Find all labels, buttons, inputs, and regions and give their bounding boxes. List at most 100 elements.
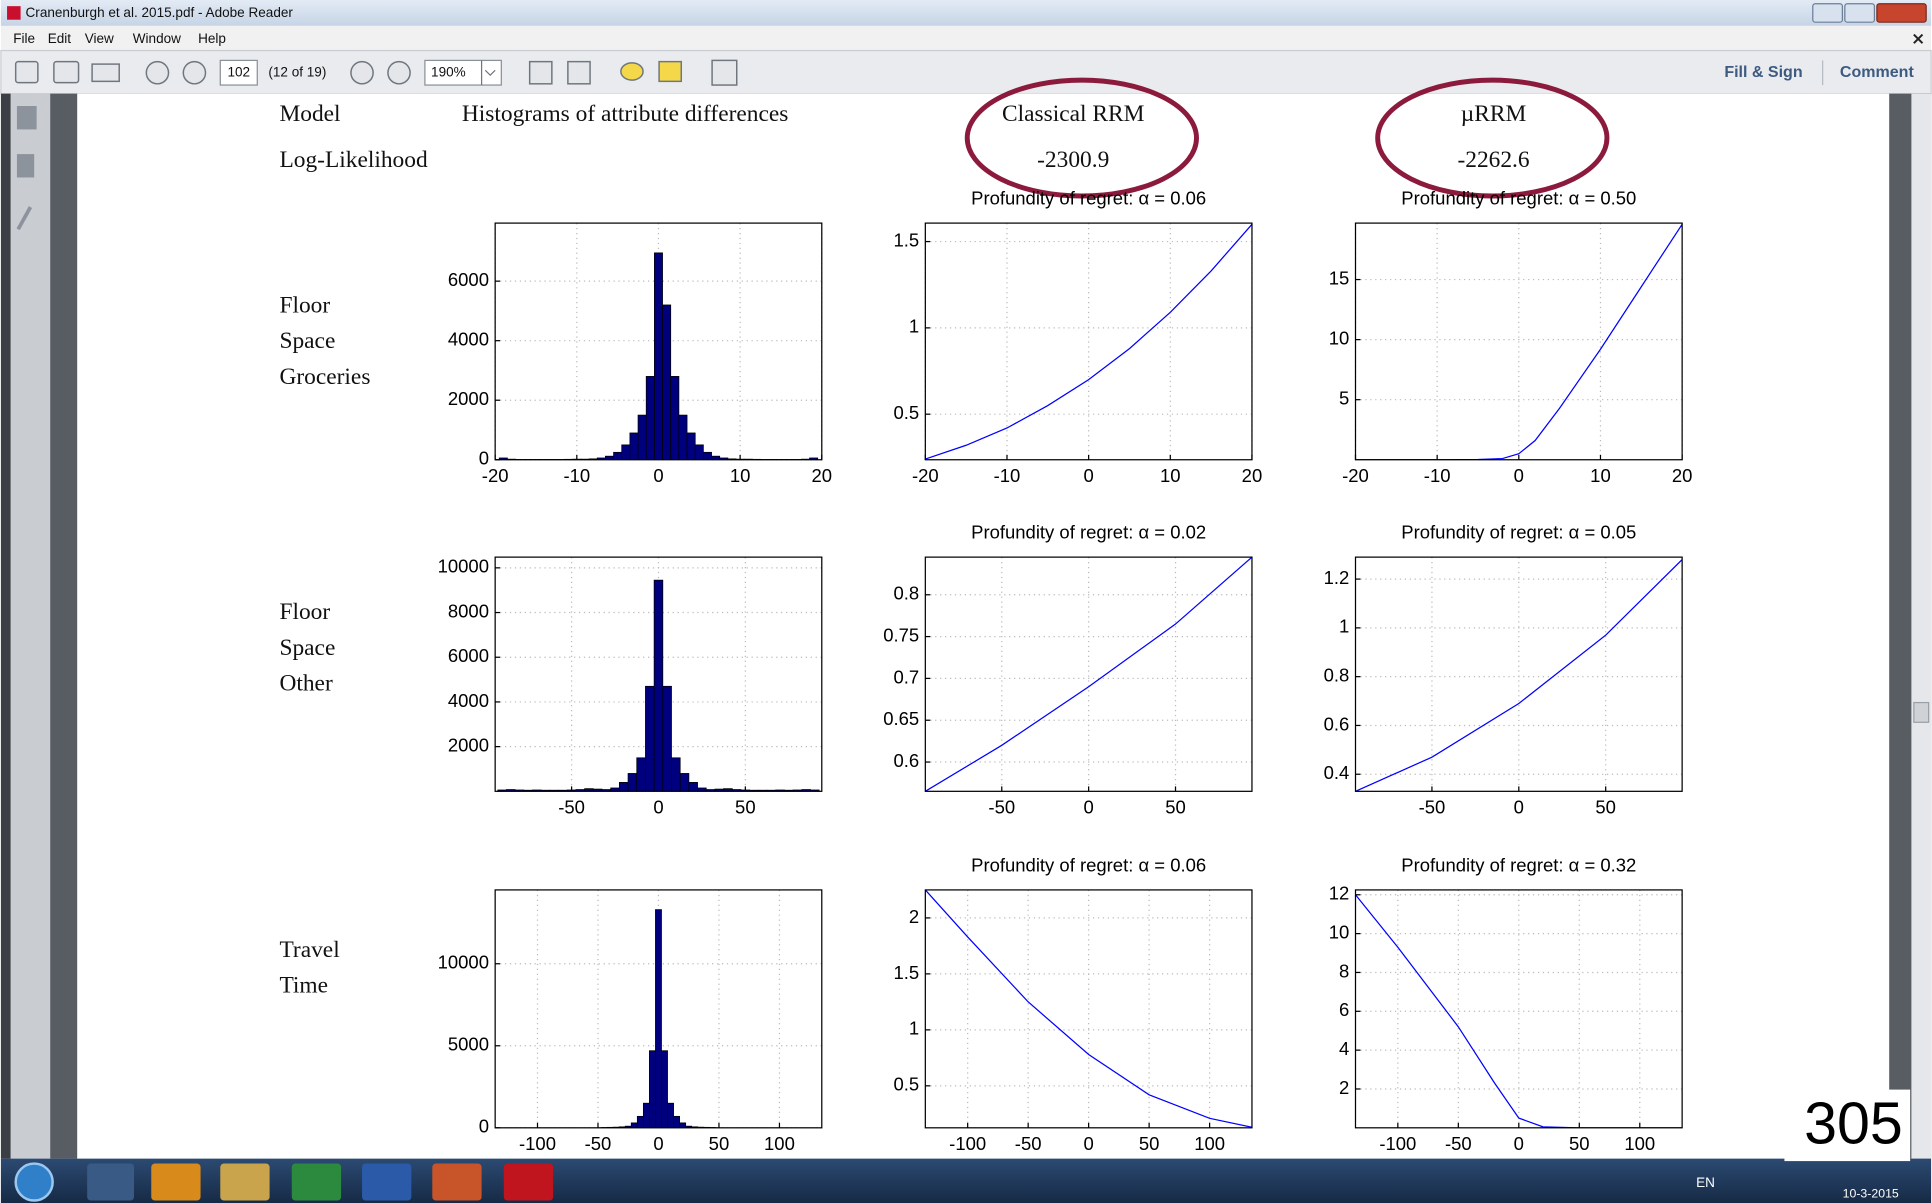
clock-date[interactable]: 10-3-2015 bbox=[1843, 1187, 1899, 1201]
x-tick-label: 20 bbox=[812, 465, 833, 486]
scroll-thumb[interactable] bbox=[1914, 703, 1929, 723]
bookmarks-icon[interactable] bbox=[17, 154, 34, 177]
start-button[interactable] bbox=[16, 1164, 53, 1201]
y-tick-label: 0.8 bbox=[893, 583, 919, 604]
histogram-bar bbox=[695, 445, 703, 460]
language-indicator[interactable]: EN bbox=[1696, 1175, 1715, 1190]
print-icon[interactable] bbox=[54, 62, 79, 83]
x-tick-label: -50 bbox=[988, 796, 1015, 817]
x-tick-label: 0 bbox=[653, 465, 663, 486]
histogram-bar bbox=[672, 758, 681, 792]
classical-heading: Classical RRM bbox=[1002, 101, 1145, 127]
x-tick-label: 0 bbox=[1514, 1133, 1524, 1154]
x-tick-label: 50 bbox=[1569, 1133, 1590, 1154]
menu-item[interactable]: Edit bbox=[48, 31, 72, 46]
x-tick-label: -20 bbox=[1342, 465, 1369, 486]
x-tick-label: -10 bbox=[994, 465, 1021, 486]
y-tick-label: 0.7 bbox=[893, 666, 919, 687]
email-icon[interactable] bbox=[92, 64, 119, 81]
body: { "window": {"title": "Cranenburgh et al… bbox=[0, 0, 1932, 1203]
x-tick-label: -20 bbox=[912, 465, 939, 486]
x-tick-label: 0 bbox=[1084, 1133, 1094, 1154]
chart-title: Profundity of regret: α = 0.05 bbox=[1401, 522, 1636, 543]
navigation-pane bbox=[11, 94, 50, 1159]
y-tick-label: 8 bbox=[1339, 960, 1349, 981]
zoom-value: 190% bbox=[431, 64, 466, 79]
y-tick-label: 0.5 bbox=[893, 1074, 919, 1095]
histogram-bar bbox=[637, 758, 646, 792]
fit-page-icon[interactable] bbox=[530, 62, 552, 84]
x-tick-label: 50 bbox=[709, 1133, 730, 1154]
histogram-bar bbox=[654, 580, 663, 791]
y-tick-label: 15 bbox=[1329, 267, 1350, 288]
outlook-app[interactable] bbox=[151, 1164, 200, 1201]
histogram-bar bbox=[622, 445, 630, 460]
chart-title: Profundity of regret: α = 0.50 bbox=[1401, 188, 1636, 209]
y-tick-label: 2 bbox=[1339, 1077, 1349, 1098]
powerpoint-app[interactable] bbox=[432, 1164, 481, 1201]
x-tick-label: -10 bbox=[1424, 465, 1451, 486]
histogram-bar bbox=[679, 415, 687, 460]
row-label: Space bbox=[279, 328, 335, 354]
histogram-bar bbox=[638, 415, 646, 460]
x-tick-label: 10 bbox=[730, 465, 751, 486]
y-tick-label: 1.2 bbox=[1324, 567, 1350, 588]
zoom-out-icon[interactable] bbox=[351, 62, 373, 84]
maximize-button[interactable] bbox=[1845, 4, 1875, 22]
ie-app[interactable] bbox=[87, 1164, 134, 1201]
x-tick-label: 0 bbox=[1084, 465, 1094, 486]
next-page-icon[interactable] bbox=[183, 62, 205, 84]
prev-page-icon[interactable] bbox=[146, 62, 168, 84]
reader-app[interactable] bbox=[504, 1164, 553, 1201]
minimize-button[interactable] bbox=[1813, 4, 1843, 22]
x-tick-label: 0 bbox=[1084, 796, 1094, 817]
highlight-icon[interactable] bbox=[659, 62, 681, 82]
x-tick-label: 0 bbox=[1514, 796, 1524, 817]
close-button[interactable] bbox=[1877, 4, 1926, 22]
loglik-label: Log-Likelihood bbox=[279, 147, 428, 173]
y-tick-label: 8000 bbox=[448, 600, 489, 621]
x-tick-label: -50 bbox=[558, 796, 585, 817]
y-tick-label: 0.6 bbox=[893, 750, 919, 771]
excel-app[interactable] bbox=[292, 1164, 341, 1201]
x-tick-label: 0 bbox=[653, 1133, 663, 1154]
app-icon bbox=[7, 6, 21, 20]
row-label: Time bbox=[279, 973, 328, 999]
zoom-in-icon[interactable] bbox=[388, 62, 410, 84]
y-tick-label: 6000 bbox=[448, 645, 489, 666]
histogram-bar bbox=[614, 452, 622, 459]
histogram-bar bbox=[645, 686, 654, 791]
histogram-bar bbox=[643, 1103, 649, 1128]
x-tick-label: 100 bbox=[764, 1133, 795, 1154]
comment-icon[interactable] bbox=[621, 63, 643, 80]
histogram-bar bbox=[671, 376, 679, 459]
word-app[interactable] bbox=[362, 1164, 411, 1201]
y-tick-label: 5 bbox=[1339, 388, 1349, 409]
menu-item[interactable]: View bbox=[85, 31, 114, 46]
chart-title: Profundity of regret: α = 0.06 bbox=[971, 188, 1206, 209]
scrollbar[interactable] bbox=[1911, 94, 1931, 1159]
x-tick-label: 20 bbox=[1242, 465, 1263, 486]
explorer-app[interactable] bbox=[220, 1164, 269, 1201]
menu-item[interactable]: Window bbox=[133, 31, 181, 46]
menu-item[interactable]: File bbox=[13, 31, 35, 46]
pages-icon[interactable] bbox=[17, 106, 37, 129]
fit-width-icon[interactable] bbox=[568, 62, 590, 84]
chart-title: Profundity of regret: α = 0.06 bbox=[971, 854, 1206, 875]
histogram-bar bbox=[668, 1103, 674, 1128]
x-tick-label: 0 bbox=[1514, 465, 1524, 486]
expand-icon[interactable] bbox=[712, 60, 737, 85]
comment-button[interactable]: Comment bbox=[1840, 63, 1915, 81]
y-tick-label: 0 bbox=[479, 448, 489, 469]
histogram-bar bbox=[630, 433, 638, 460]
y-tick-label: 2000 bbox=[448, 388, 489, 409]
y-tick-label: 4000 bbox=[448, 690, 489, 711]
save-icon[interactable] bbox=[16, 62, 38, 83]
menu-item[interactable]: Help bbox=[198, 31, 226, 46]
fill-sign-button[interactable]: Fill & Sign bbox=[1724, 63, 1802, 81]
